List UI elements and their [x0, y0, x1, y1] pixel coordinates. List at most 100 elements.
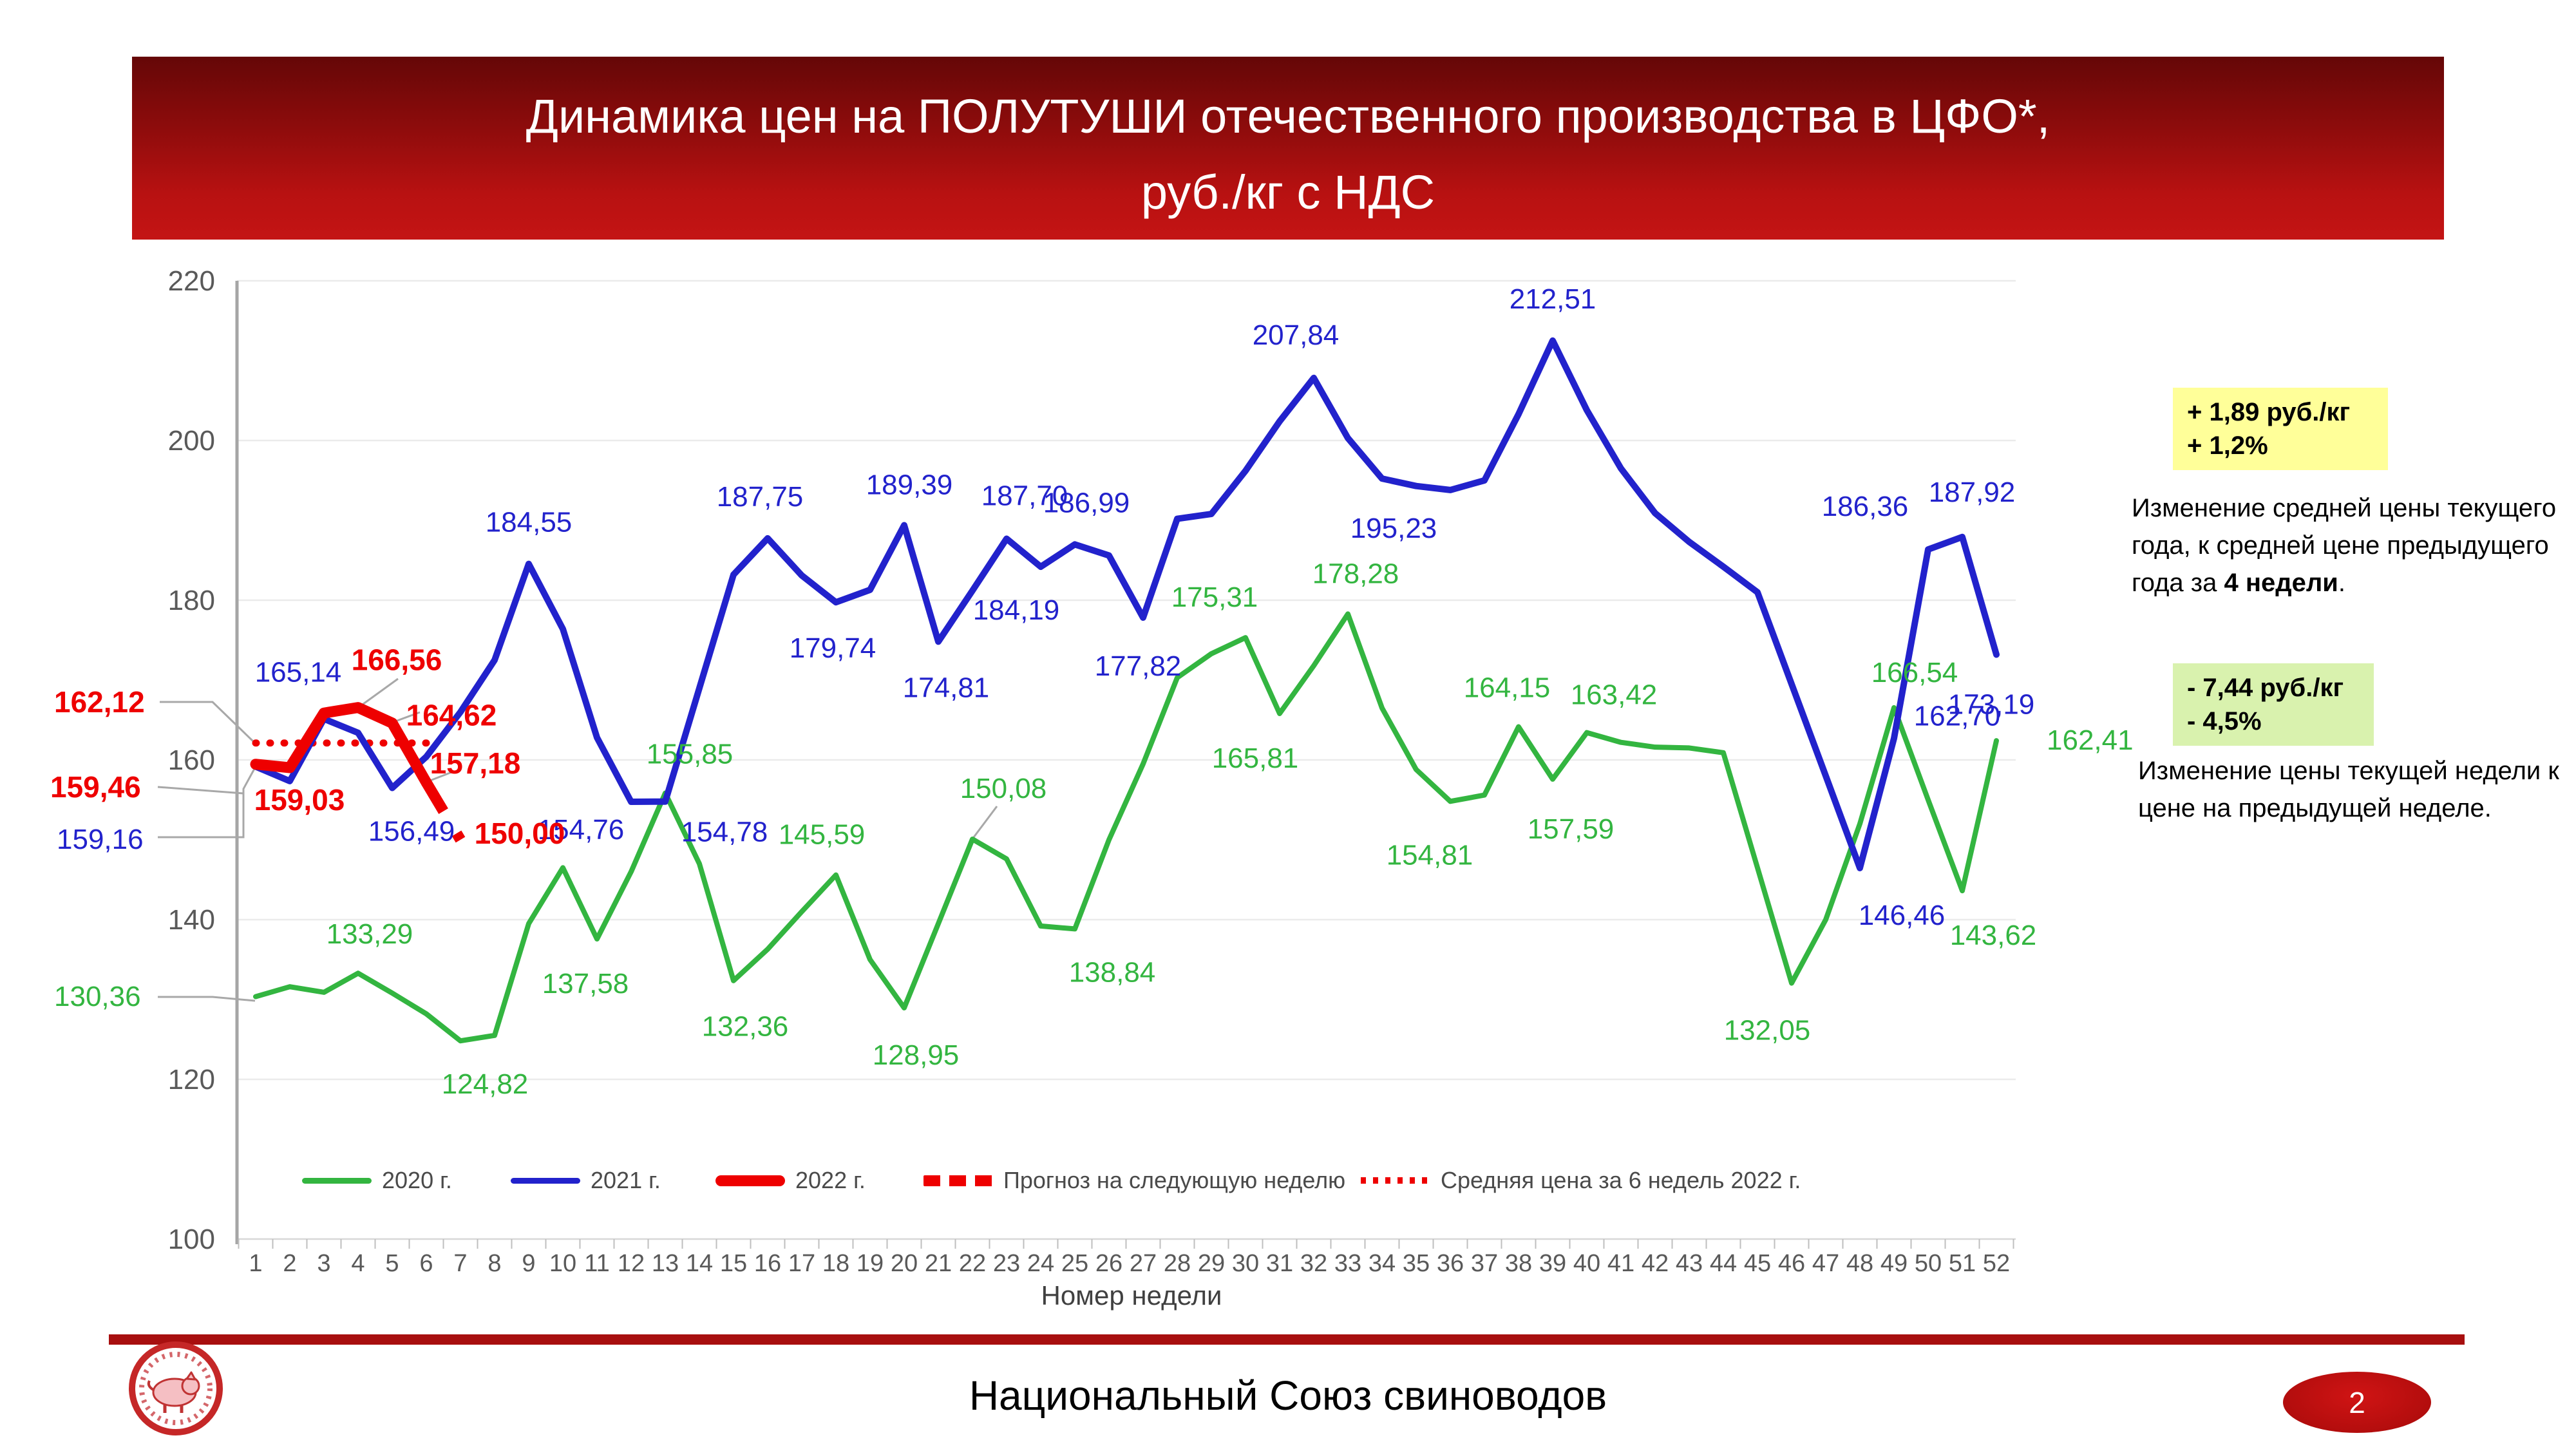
- svg-text:23: 23: [993, 1250, 1020, 1277]
- svg-text:31: 31: [1266, 1250, 1293, 1277]
- svg-text:41: 41: [1607, 1250, 1634, 1277]
- svg-text:160: 160: [168, 744, 215, 776]
- week-change-pct: - 4,5%: [2187, 707, 2262, 735]
- svg-text:44: 44: [1710, 1250, 1737, 1277]
- svg-text:130,36: 130,36: [54, 981, 141, 1012]
- svg-text:32: 32: [1300, 1250, 1327, 1277]
- svg-text:207,84: 207,84: [1253, 319, 1340, 351]
- page-title-line1: Динамика цен на ПОЛУТУШИ отечественного …: [526, 90, 2050, 143]
- svg-text:132,36: 132,36: [702, 1011, 789, 1043]
- svg-text:174,81: 174,81: [903, 672, 990, 703]
- svg-text:6: 6: [419, 1250, 433, 1277]
- legend-label: 2021 г.: [591, 1167, 661, 1193]
- svg-text:164,15: 164,15: [1464, 672, 1551, 704]
- svg-text:133,29: 133,29: [327, 918, 413, 950]
- svg-text:157,59: 157,59: [1528, 813, 1615, 845]
- svg-text:35: 35: [1403, 1250, 1430, 1277]
- svg-text:159,03: 159,03: [254, 783, 345, 817]
- svg-text:8: 8: [488, 1250, 501, 1277]
- svg-text:184,55: 184,55: [486, 507, 573, 538]
- svg-text:187,70: 187,70: [981, 480, 1068, 512]
- svg-text:29: 29: [1198, 1250, 1225, 1277]
- svg-text:154,81: 154,81: [1387, 839, 1473, 871]
- svg-text:13: 13: [652, 1250, 679, 1277]
- avg-change-pct: + 1,2%: [2187, 431, 2268, 460]
- svg-text:33: 33: [1334, 1250, 1361, 1277]
- svg-text:166,54: 166,54: [1871, 657, 1958, 688]
- svg-text:200: 200: [168, 425, 215, 457]
- legend-item: Прогноз на следующую неделю: [923, 1163, 1345, 1198]
- svg-text:195,23: 195,23: [1350, 513, 1437, 544]
- svg-text:11: 11: [584, 1250, 609, 1277]
- legend-swatch-thick: [715, 1175, 785, 1186]
- svg-text:150,00: 150,00: [475, 817, 565, 850]
- svg-text:26: 26: [1095, 1250, 1122, 1277]
- svg-text:9: 9: [522, 1250, 535, 1277]
- svg-text:187,75: 187,75: [717, 481, 804, 513]
- svg-text:165,81: 165,81: [1212, 743, 1299, 774]
- legend-swatch-dot: [1361, 1177, 1430, 1184]
- svg-text:27: 27: [1130, 1250, 1157, 1277]
- svg-text:1: 1: [249, 1250, 262, 1277]
- legend-label: 2022 г.: [795, 1167, 866, 1193]
- avg-change-note-period: .: [2338, 569, 2346, 597]
- svg-text:52: 52: [1983, 1250, 2010, 1277]
- svg-text:18: 18: [822, 1250, 849, 1277]
- svg-text:5: 5: [385, 1250, 399, 1277]
- svg-text:163,42: 163,42: [1571, 679, 1658, 711]
- svg-text:14: 14: [686, 1250, 713, 1277]
- svg-text:184,19: 184,19: [973, 594, 1060, 626]
- svg-text:7: 7: [453, 1250, 467, 1277]
- svg-text:162,12: 162,12: [54, 685, 145, 719]
- svg-text:20: 20: [891, 1250, 918, 1277]
- svg-text:45: 45: [1744, 1250, 1771, 1277]
- svg-text:17: 17: [788, 1250, 815, 1277]
- svg-text:138,84: 138,84: [1069, 956, 1156, 988]
- pig-logo: [129, 1341, 223, 1435]
- svg-text:28: 28: [1164, 1250, 1191, 1277]
- svg-text:177,82: 177,82: [1095, 650, 1182, 682]
- svg-text:186,99: 186,99: [1043, 487, 1130, 518]
- avg-change-rub: + 1,89 руб./кг: [2187, 398, 2351, 426]
- svg-text:36: 36: [1437, 1250, 1464, 1277]
- svg-text:40: 40: [1573, 1250, 1600, 1277]
- svg-text:50: 50: [1915, 1250, 1942, 1277]
- svg-text:21: 21: [925, 1250, 952, 1277]
- avg-change-note: Изменение средней цены текущего года, к …: [2132, 489, 2576, 601]
- svg-text:132,05: 132,05: [1724, 1015, 1811, 1046]
- svg-text:186,36: 186,36: [1822, 491, 1909, 522]
- svg-text:42: 42: [1642, 1250, 1669, 1277]
- svg-text:140: 140: [168, 904, 215, 936]
- svg-text:165,14: 165,14: [255, 656, 342, 688]
- svg-text:15: 15: [720, 1250, 747, 1277]
- svg-text:180: 180: [168, 585, 215, 616]
- svg-text:46: 46: [1778, 1250, 1805, 1277]
- svg-text:37: 37: [1471, 1250, 1498, 1277]
- svg-text:19: 19: [857, 1250, 884, 1277]
- legend-swatch-line: [511, 1177, 580, 1184]
- svg-text:156,49: 156,49: [368, 816, 455, 848]
- svg-text:154,76: 154,76: [538, 814, 625, 846]
- svg-text:220: 220: [168, 265, 215, 297]
- page-title-line2: руб./кг с НДС: [1141, 166, 1435, 219]
- svg-text:3: 3: [317, 1250, 330, 1277]
- svg-text:189,39: 189,39: [866, 469, 953, 501]
- svg-text:4: 4: [351, 1250, 365, 1277]
- svg-text:38: 38: [1505, 1250, 1532, 1277]
- svg-text:124,82: 124,82: [442, 1068, 529, 1100]
- svg-text:48: 48: [1846, 1250, 1873, 1277]
- svg-text:30: 30: [1232, 1250, 1259, 1277]
- svg-text:47: 47: [1812, 1250, 1839, 1277]
- legend-swatch-line: [302, 1177, 372, 1184]
- svg-text:39: 39: [1539, 1250, 1566, 1277]
- svg-text:157,18: 157,18: [430, 746, 521, 780]
- svg-text:187,92: 187,92: [1929, 477, 2016, 508]
- chart-legend: 2020 г. 2021 г. 2022 г. Прогноз на следующу…: [0, 1163, 2576, 1208]
- svg-text:143,62: 143,62: [1950, 920, 2037, 951]
- legend-label: Средняя цена за 6 недель 2022 г.: [1441, 1167, 1801, 1193]
- avg-change-box: + 1,89 руб./кг + 1,2%: [2173, 388, 2388, 470]
- page-number-badge: 2: [2283, 1372, 2431, 1433]
- svg-text:34: 34: [1368, 1250, 1396, 1277]
- week-change-note: Изменение цены текущей недели к цене на …: [2138, 757, 2559, 822]
